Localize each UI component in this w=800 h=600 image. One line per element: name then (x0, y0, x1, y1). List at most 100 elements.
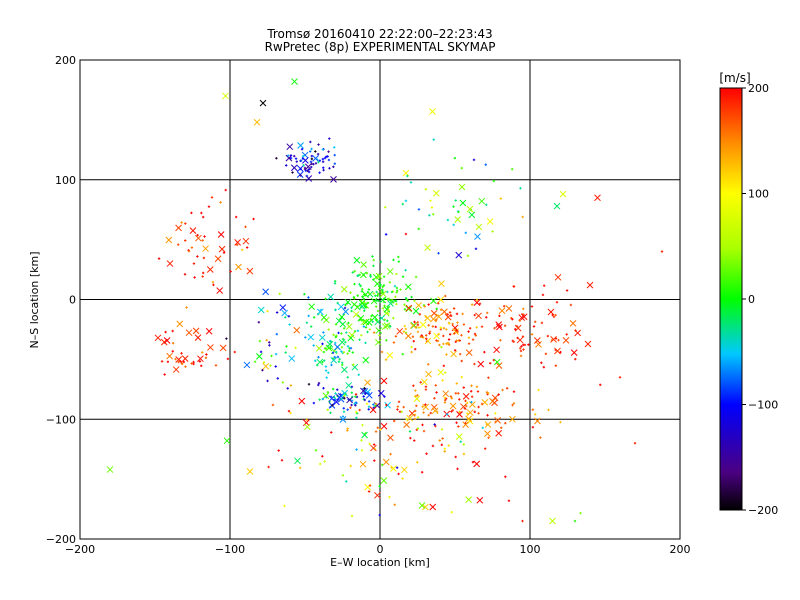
plus-marker-point (265, 338, 268, 342)
x-marker-point (438, 280, 445, 287)
plus-marker-point (183, 273, 187, 276)
plus-marker-point (445, 353, 448, 356)
plus-marker-point (267, 465, 270, 469)
plus-marker-point (364, 326, 368, 329)
marker-stroke (495, 321, 503, 328)
marker-stroke (380, 422, 388, 430)
plus-marker-point (355, 416, 358, 420)
marker-stroke (175, 224, 182, 232)
plus-marker-point (476, 390, 480, 393)
plus-marker-point (314, 150, 317, 153)
marker-stroke (514, 324, 522, 332)
plus-marker-point (416, 416, 420, 419)
marker-stroke (384, 401, 392, 409)
plus-marker-point (512, 390, 516, 393)
x-marker-point (242, 237, 250, 245)
marker-stroke (442, 390, 450, 398)
plus-marker-point (423, 305, 426, 308)
plus-marker-point (410, 350, 413, 354)
plus-marker-point (381, 290, 384, 294)
plus-marker-point (416, 323, 420, 326)
plus-marker-point (404, 232, 408, 236)
plus-marker-point (317, 160, 320, 164)
plus-marker-point (573, 519, 577, 523)
plus-marker-point (318, 171, 321, 174)
marker-stroke (340, 285, 348, 293)
x-marker-point (553, 202, 561, 210)
y-axis-ticks: −200 −100 0 100 200 (46, 54, 76, 546)
plus-marker-point (396, 405, 400, 408)
marker-stroke (318, 334, 326, 342)
plus-marker-point (314, 359, 317, 362)
plus-marker-point (361, 287, 364, 291)
marker-stroke (562, 337, 570, 344)
plus-marker-point (184, 365, 187, 368)
x-marker-point (403, 421, 410, 429)
marker-stroke (534, 417, 541, 425)
plus-marker-point (378, 334, 381, 337)
plus-marker-point (341, 337, 345, 341)
plus-marker-point (442, 334, 445, 338)
x-marker-point (429, 503, 437, 511)
plus-marker-point (323, 347, 327, 350)
x-marker-point (419, 321, 427, 329)
plus-marker-point (318, 398, 321, 401)
x-marker-point (223, 437, 231, 445)
plus-marker-point (342, 407, 345, 410)
marker-stroke (455, 433, 463, 440)
plus-marker-point (565, 333, 568, 336)
plus-marker-point (350, 399, 354, 402)
marker-stroke (437, 368, 445, 376)
marker-stroke (291, 78, 298, 85)
x-marker-point (257, 306, 265, 314)
plus-marker-point (440, 428, 444, 431)
plus-marker-point (368, 292, 371, 296)
plus-marker-point (309, 160, 313, 164)
plus-marker-point (369, 318, 372, 321)
plus-marker-point (460, 334, 463, 337)
colorbar-tick-label: 100 (748, 188, 769, 201)
plus-marker-point (286, 387, 289, 390)
plus-marker-point (420, 471, 424, 474)
plus-marker-point (424, 388, 428, 391)
plus-marker-point (334, 335, 337, 339)
plus-marker-point (414, 275, 418, 279)
plus-marker-point (333, 162, 337, 165)
x-marker-point (359, 460, 367, 468)
plus-marker-point (452, 205, 455, 208)
plus-marker-point (374, 430, 378, 433)
x-marker-point (243, 361, 251, 369)
plus-marker-point (434, 325, 437, 329)
marker-stroke (386, 268, 394, 275)
marker-stroke (456, 410, 463, 418)
marker-stroke (255, 352, 263, 360)
plus-marker-point (458, 352, 462, 356)
plus-marker-point (557, 338, 560, 342)
plus-marker-point (350, 391, 354, 394)
plus-marker-point (344, 303, 347, 307)
plus-marker-point (351, 271, 354, 274)
y-axis-label: N–S location [km] (28, 251, 41, 348)
plus-marker-point (266, 379, 269, 383)
plus-marker-point (332, 333, 335, 337)
x-marker-point (176, 320, 184, 328)
plus-marker-point (401, 352, 404, 356)
marker-stroke (409, 322, 417, 329)
x-marker-point (234, 239, 241, 246)
plus-marker-point (310, 165, 313, 169)
plus-marker-point (163, 373, 166, 376)
plus-marker-point (544, 352, 548, 356)
plus-marker-point (373, 459, 376, 462)
plus-marker-point (362, 325, 366, 328)
plus-marker-point (618, 376, 622, 379)
plus-marker-point (202, 256, 206, 260)
marker-stroke (339, 320, 347, 328)
x-marker-point (219, 344, 227, 352)
marker-stroke (569, 320, 577, 327)
x-marker-point (194, 334, 202, 342)
plus-marker-point (359, 284, 362, 288)
plus-marker-point (437, 252, 440, 255)
plus-marker-point (262, 361, 266, 364)
plus-marker-point (352, 296, 356, 299)
plus-marker-point (442, 327, 446, 330)
